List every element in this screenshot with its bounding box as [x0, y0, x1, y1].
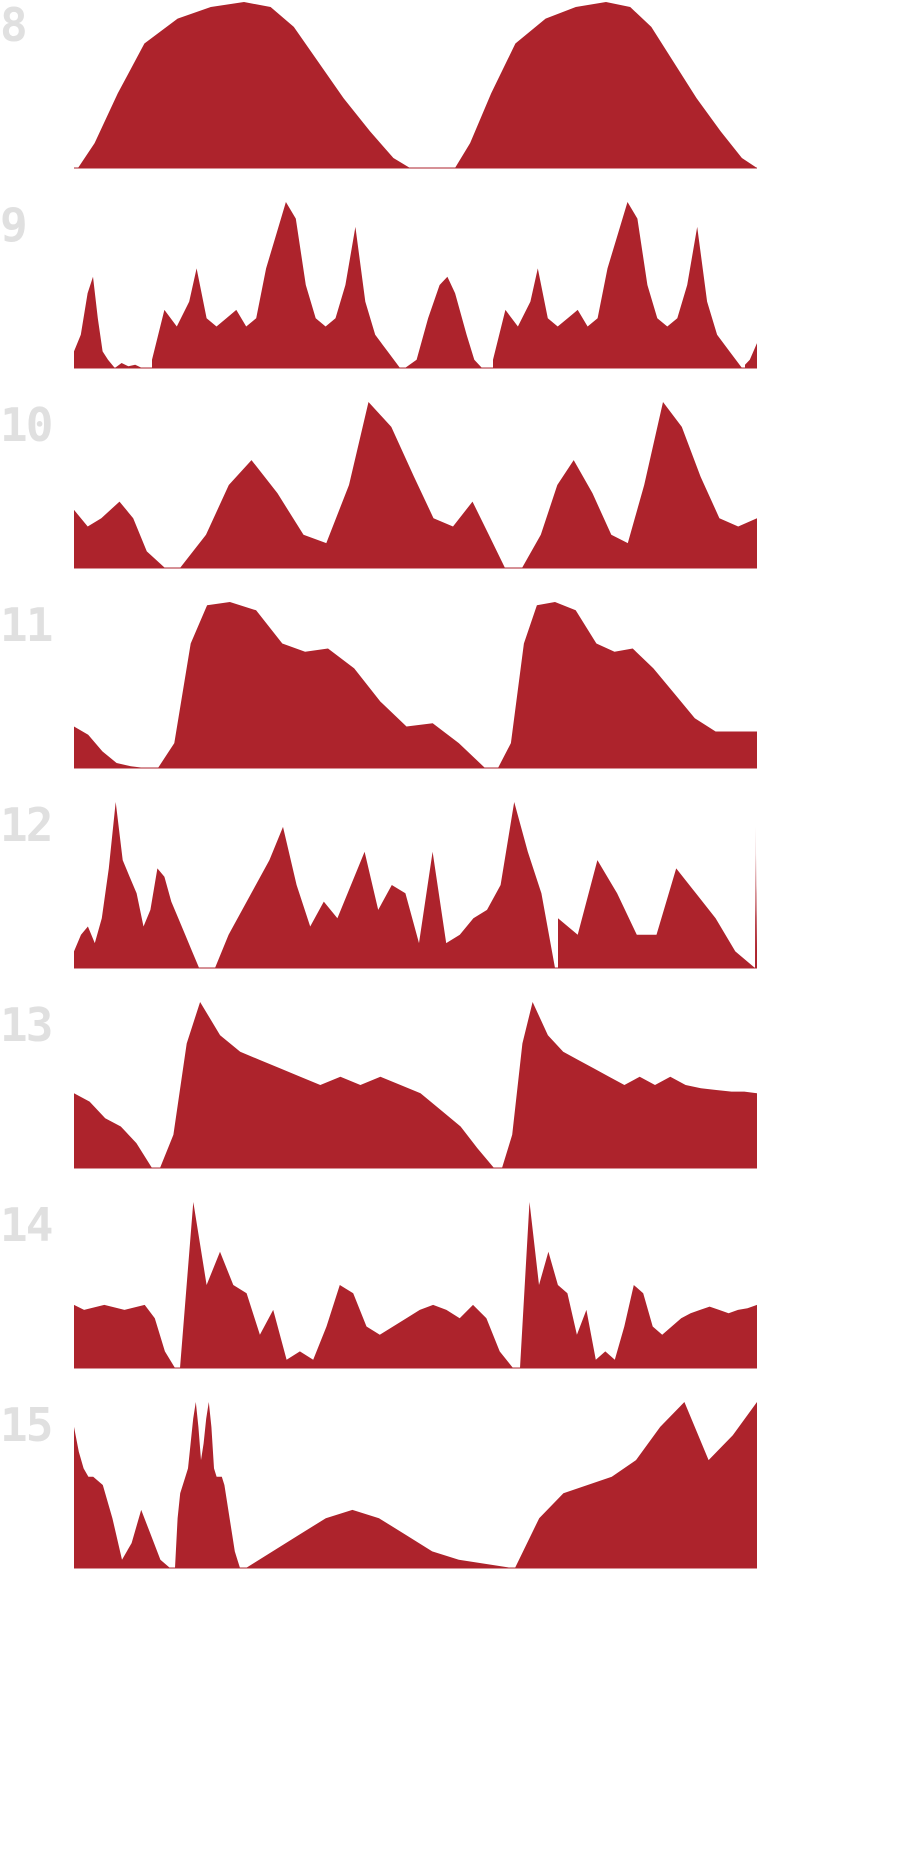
row-label: 8 [0, 0, 28, 52]
spectrum-segment [745, 343, 757, 368]
spectrum-row-13: 13 [0, 1000, 906, 1200]
spectrum-segment [246, 1509, 512, 1568]
spectrum-plot [74, 1002, 757, 1169]
spectrum-segment [405, 276, 482, 368]
spectrum-plot [74, 802, 757, 969]
spectrum-segment [158, 602, 485, 768]
spectrum-row-14: 14 [0, 1200, 906, 1400]
spectrum-segment [78, 2, 410, 168]
spectrum-row-11: 11 [0, 600, 906, 800]
spectrum-segment [522, 402, 757, 568]
row-label: 14 [0, 1198, 53, 1252]
row-label: 12 [0, 798, 53, 852]
spectrum-plot [74, 402, 757, 569]
spectrum-segment [493, 202, 742, 368]
spectrum-plot [74, 1202, 757, 1369]
spectrum-row-10: 10 [0, 400, 906, 600]
spectrum-segment [455, 2, 757, 168]
row-label: 11 [0, 598, 53, 652]
spectrum-plot [74, 2, 757, 169]
spectrum-plot [74, 202, 757, 369]
spectrum-segment [755, 826, 757, 968]
row-label: 9 [0, 198, 28, 252]
spectrum-segment [74, 276, 142, 368]
spectrum-segment [74, 1093, 152, 1168]
spectrum-segment [74, 802, 213, 968]
row-label: 10 [0, 398, 53, 452]
spectrum-segment [74, 501, 165, 568]
spectrum-segment [74, 1426, 170, 1568]
row-label: 15 [0, 1398, 53, 1452]
spectrum-segment [558, 860, 755, 968]
spectrum-row-8: 8 [0, 0, 906, 200]
spectrum-segment [520, 1202, 757, 1368]
spectrum-plot [74, 602, 757, 769]
spectrum-segment [180, 402, 505, 568]
spectrum-segment [74, 726, 145, 768]
spectrum-row-12: 12 [0, 800, 906, 1000]
spectrum-segment [515, 1402, 757, 1568]
spectrum-segment [498, 602, 757, 768]
spectrum-plot [74, 1402, 757, 1569]
spectrum-row-15: 15 [0, 1400, 906, 1600]
spectrum-segment [175, 1402, 240, 1568]
spectrum-segment [152, 202, 400, 368]
spectrum-segment [215, 802, 555, 968]
spectrum-row-9: 9 [0, 200, 906, 400]
spectrum-segment [502, 1002, 757, 1168]
spectrum-segment [180, 1202, 513, 1368]
row-label: 13 [0, 998, 53, 1052]
spectrum-segment [160, 1002, 494, 1168]
spectrum-segment [74, 1304, 175, 1368]
